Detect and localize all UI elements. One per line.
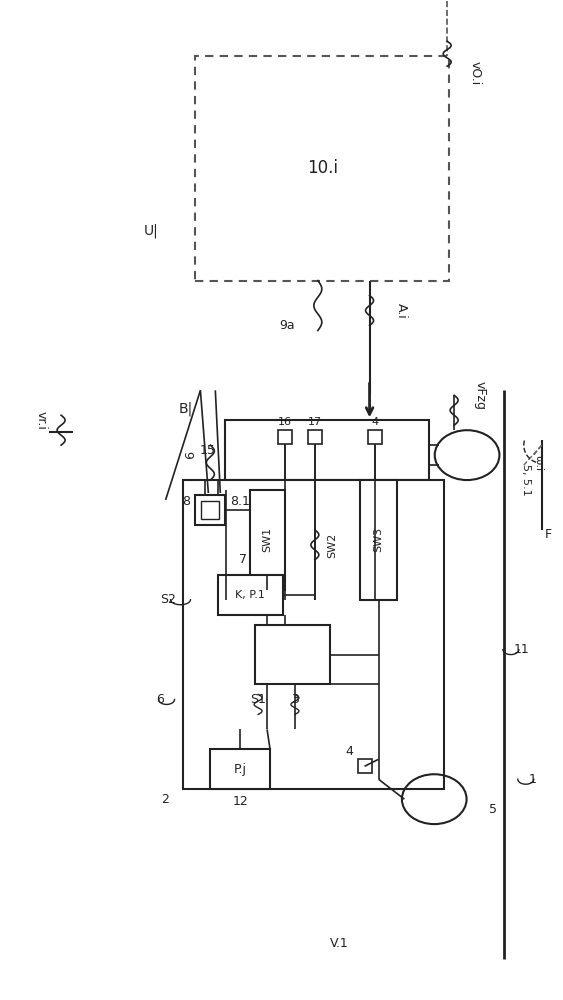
Text: U|: U| xyxy=(143,224,158,238)
Text: 17: 17 xyxy=(308,417,322,427)
Text: SW3: SW3 xyxy=(373,527,383,552)
Text: S2: S2 xyxy=(160,593,176,606)
Text: 10.i: 10.i xyxy=(307,159,338,177)
Text: V.1: V.1 xyxy=(330,937,349,950)
Bar xyxy=(368,430,382,444)
Text: 7: 7 xyxy=(239,553,247,566)
Bar xyxy=(195,495,225,525)
Text: 16: 16 xyxy=(278,417,292,427)
Text: 8.1: 8.1 xyxy=(230,495,250,508)
Text: SW1: SW1 xyxy=(262,527,272,552)
Text: K, P.1: K, P.1 xyxy=(235,590,265,600)
Bar xyxy=(250,490,285,590)
Text: 9a: 9a xyxy=(279,319,295,332)
Bar xyxy=(358,759,372,773)
Text: F: F xyxy=(544,528,552,541)
Bar xyxy=(202,501,220,519)
Text: ω.i: ω.i xyxy=(533,455,543,471)
Text: 5, 5.1: 5, 5.1 xyxy=(521,464,531,496)
Text: 8: 8 xyxy=(182,495,190,508)
Text: 5: 5 xyxy=(489,803,497,816)
Bar xyxy=(195,56,449,281)
Text: 1: 1 xyxy=(529,773,537,786)
Bar xyxy=(225,420,429,480)
Text: 12: 12 xyxy=(233,795,248,808)
Text: 11: 11 xyxy=(514,643,530,656)
Bar xyxy=(218,575,283,615)
Text: P.j: P.j xyxy=(234,763,247,776)
Bar xyxy=(360,480,397,600)
Bar xyxy=(184,480,444,789)
Text: S1: S1 xyxy=(250,693,266,706)
Bar xyxy=(278,430,292,444)
Text: 6: 6 xyxy=(156,693,164,706)
Text: B|: B| xyxy=(178,401,193,416)
Text: vr.i: vr.i xyxy=(35,411,48,430)
Text: 3: 3 xyxy=(291,693,299,706)
Text: SW2: SW2 xyxy=(327,532,337,558)
Bar xyxy=(255,625,330,684)
Text: 9: 9 xyxy=(180,451,194,459)
Text: 4: 4 xyxy=(346,745,354,758)
Text: vO.i: vO.i xyxy=(469,61,482,85)
Text: 2: 2 xyxy=(160,793,168,806)
Text: A.i: A.i xyxy=(395,303,408,318)
Text: 4: 4 xyxy=(371,417,378,427)
Text: 15: 15 xyxy=(199,444,215,457)
Bar xyxy=(211,749,270,789)
Text: vFzg: vFzg xyxy=(474,381,487,410)
Bar xyxy=(308,430,322,444)
